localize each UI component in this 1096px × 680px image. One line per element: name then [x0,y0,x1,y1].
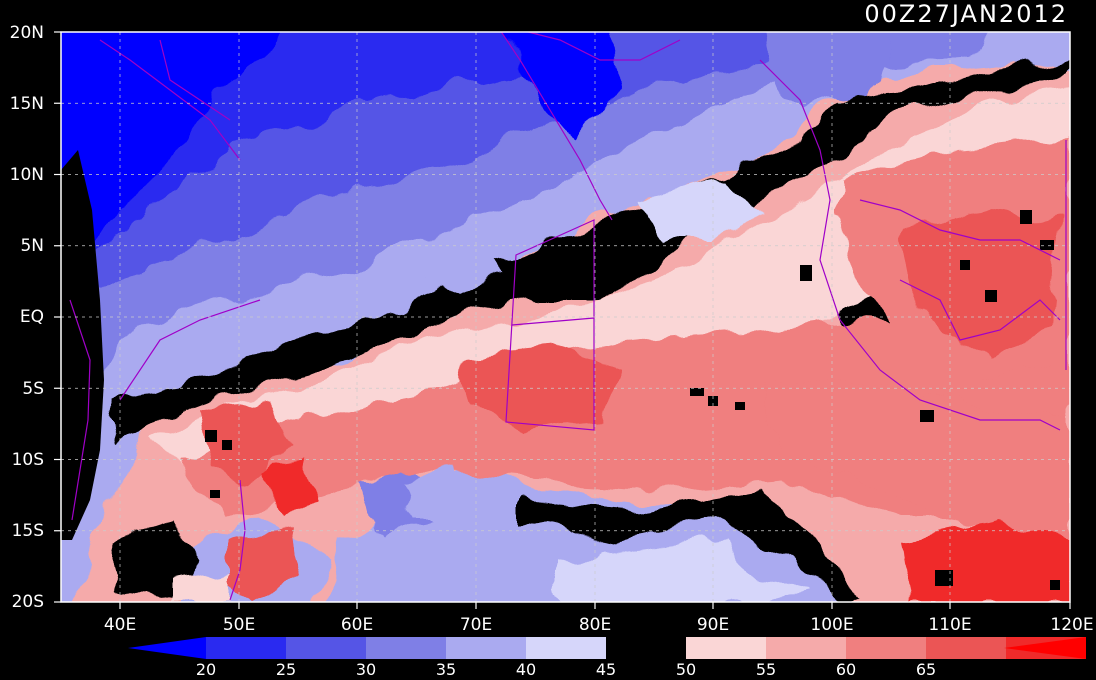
x-tick-label: 110E [928,615,971,635]
y-tick-label: 10N [10,165,44,185]
colorbar-swatch [366,637,446,659]
colorbar-swatch [846,637,926,659]
colorbar-swatch [606,637,686,659]
x-axis-labels: 40E 50E 60E 70E 80E 90E 100E 110E 120E [104,615,1094,635]
colorbar [128,637,1086,659]
y-tick-label: 5N [20,236,44,256]
x-tick-label: 60E [341,615,373,635]
x-tick-label: 70E [460,615,492,635]
colorbar-arrow-high [1004,637,1086,659]
colorbar-labels: 20 25 30 35 40 45 50 55 60 65 [196,660,936,679]
y-axis-labels: 20N 15N 10N 5N EQ 5S 10S 15S 20S [10,23,44,612]
colorbar-label: 50 [676,660,696,679]
y-tick-label: 10S [12,450,44,470]
x-tick-label: 120E [1050,615,1093,635]
colorbar-label: 60 [836,660,856,679]
x-tick-label: 50E [223,615,255,635]
y-tick-label: 5S [22,379,44,399]
colorbar-swatch [686,637,766,659]
colorbar-swatch [446,637,526,659]
colorbar-label: 20 [196,660,216,679]
colorbar-swatch [206,637,286,659]
y-tick-label: 15N [10,94,44,114]
africa-landmass [61,150,104,540]
colorbar-swatch [526,637,606,659]
x-tick-label: 80E [579,615,611,635]
colorbar-swatch [766,637,846,659]
colorbar-label: 25 [276,660,296,679]
y-tick-label: 20N [10,23,44,43]
y-tick-label: EQ [20,307,44,327]
contour-field [61,32,1070,602]
map-title: 00Z27JAN2012 [864,0,1068,28]
colorbar-label: 45 [596,660,616,679]
y-tick-label: 20S [12,592,44,612]
colorbar-label: 35 [436,660,456,679]
colorbar-label: 40 [516,660,536,679]
colorbar-swatch [286,637,366,659]
colorbar-label: 65 [916,660,936,679]
x-tick-label: 90E [697,615,729,635]
colorbar-swatch [926,637,1006,659]
y-tick-label: 15S [12,521,44,541]
colorbar-label: 30 [356,660,376,679]
colorbar-arrow-low [128,637,206,659]
colorbar-label: 55 [756,660,776,679]
x-tick-label: 40E [104,615,136,635]
x-tick-label: 100E [810,615,853,635]
